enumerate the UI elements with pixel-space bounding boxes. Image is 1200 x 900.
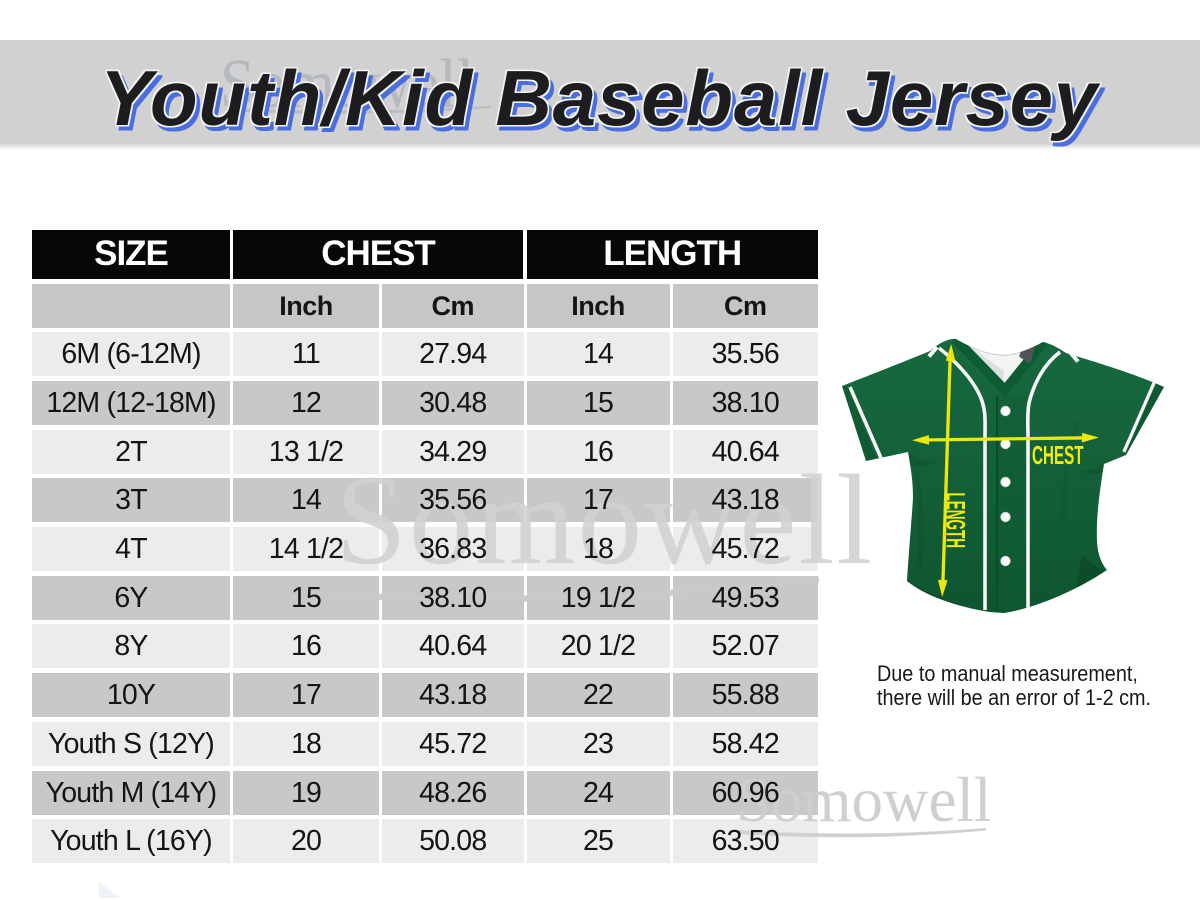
svg-text:CHEST: CHEST <box>1032 441 1084 470</box>
svg-text:LENGTH: LENGTH <box>940 493 970 548</box>
